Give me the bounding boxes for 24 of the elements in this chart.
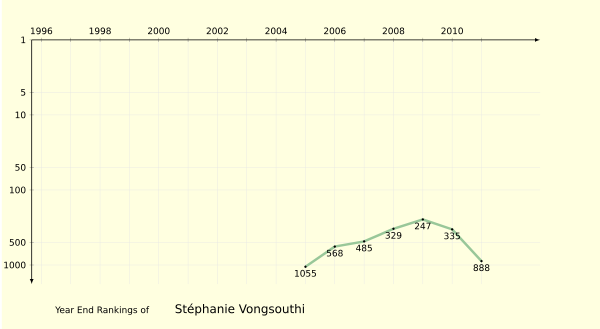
x-tick-label: 2002 (206, 27, 228, 34)
y-tick-label: 500 (10, 239, 26, 246)
text: Stéphanie Vongsouthi (176, 304, 304, 316)
x-tick-label: 1996 (30, 27, 52, 34)
data-label: 247 (414, 222, 431, 230)
data-label: 1055 (295, 270, 316, 277)
data-label: 335 (444, 232, 460, 240)
x-tick-label: 2008 (382, 27, 404, 34)
x-tick-label: 2004 (265, 27, 287, 34)
x-tick-label: 2000 (148, 27, 170, 34)
x-tick-label: 2010 (441, 27, 463, 34)
data-label: 568 (326, 250, 343, 257)
y-tick-label: 100 (10, 186, 26, 194)
data-label: 485 (356, 244, 372, 252)
y-tick-label: 1000 (4, 262, 26, 268)
text: Year End Rankings of (55, 306, 150, 315)
x-tick-label: 1998 (90, 27, 111, 34)
x-tick-label: 2006 (324, 27, 346, 34)
y-tick-label: 5 (21, 89, 26, 96)
data-label: 329 (386, 232, 402, 239)
y-tick-label: 50 (15, 164, 26, 171)
y-tick-label: 1 (21, 36, 26, 44)
data-label: 888 (474, 264, 490, 272)
y-tick-label: 10 (16, 112, 26, 118)
